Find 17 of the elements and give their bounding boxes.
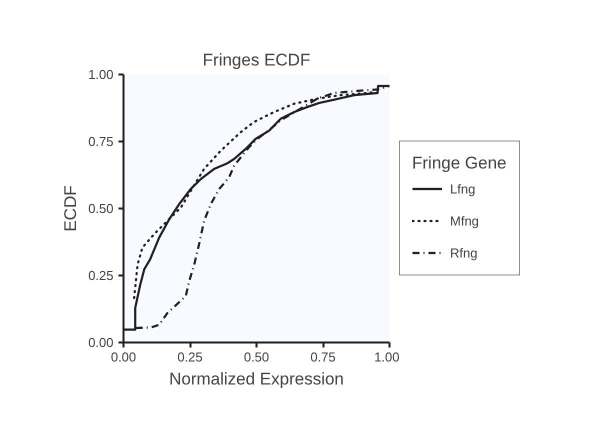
y-tick-label: 0.25 — [88, 268, 114, 283]
x-tick-label: 0.75 — [310, 350, 336, 364]
y-axis-title: ECDF — [61, 185, 80, 232]
x-axis-title: Normalized Expression — [169, 370, 344, 388]
y-tick-label: 1.00 — [88, 67, 114, 82]
x-tick-label: 0.50 — [244, 350, 270, 364]
y-tick-label: 0.00 — [88, 335, 114, 350]
x-tick-label: 0.00 — [110, 350, 136, 364]
x-tick-label: 0.25 — [177, 350, 203, 364]
y-tick-label: 0.75 — [88, 134, 114, 149]
y-tick-label: 0.50 — [88, 201, 114, 216]
x-tick-label: 1.00 — [374, 350, 400, 364]
legend-title: Fringe Gene — [412, 154, 506, 174]
legend-label: Mfng — [450, 213, 479, 228]
legend-label: Rfng — [450, 245, 478, 260]
chart-title: Fringes ECDF — [202, 50, 310, 70]
legend-label: Lfng — [450, 181, 476, 196]
